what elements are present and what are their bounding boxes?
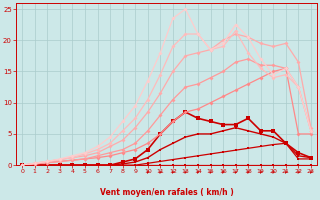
X-axis label: Vent moyen/en rafales ( km/h ): Vent moyen/en rafales ( km/h ): [100, 188, 234, 197]
